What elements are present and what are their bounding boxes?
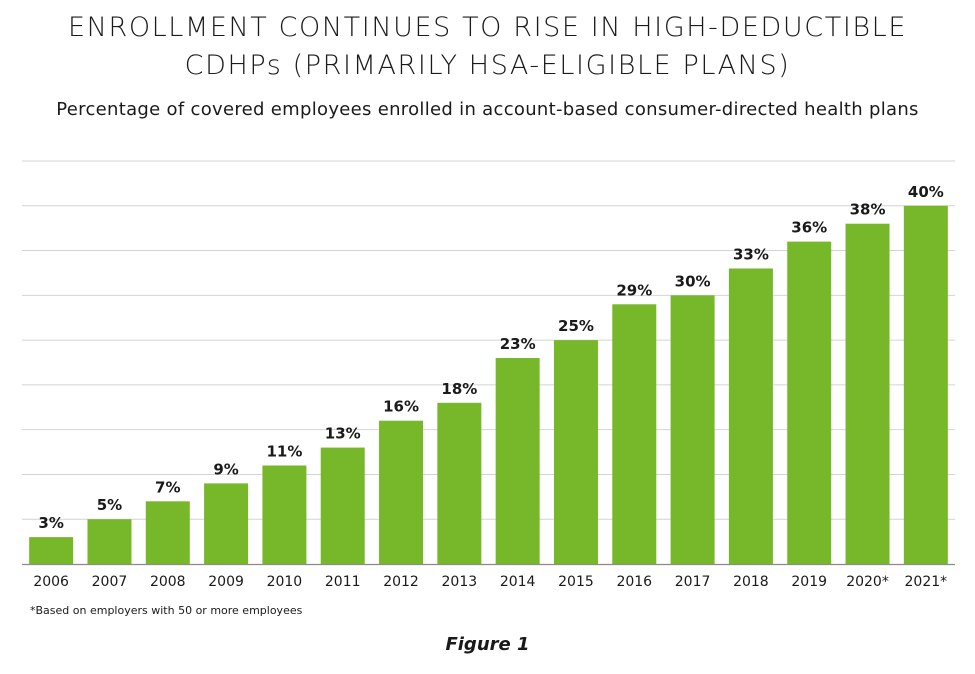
bar-2009: [204, 483, 249, 564]
bar-2019: [787, 241, 832, 564]
data-label-2016: 29%: [616, 281, 652, 299]
data-label-2020: 38%: [850, 201, 886, 219]
x-tick-label-2006: 2006: [33, 574, 69, 590]
x-tick-label-2016: 2016: [616, 574, 652, 590]
data-label-2013: 18%: [441, 380, 477, 398]
x-tick-label-2014: 2014: [500, 574, 536, 590]
bar-2011: [320, 447, 365, 564]
x-tick-label-2015: 2015: [558, 574, 594, 590]
bar-2007: [87, 519, 132, 564]
x-tick-label-2019: 2019: [791, 574, 827, 590]
data-label-2011: 13%: [325, 425, 361, 443]
bar-2020: [845, 223, 890, 564]
bar-2008: [145, 501, 190, 564]
bar-2010: [262, 465, 307, 564]
data-label-2017: 30%: [675, 272, 711, 290]
chart-title-line-1: ENROLLMENT CONTINUES TO RISE IN HIGH-DED…: [68, 12, 907, 43]
figure-caption: Figure 1: [445, 634, 530, 655]
data-label-2006: 3%: [38, 514, 63, 532]
data-label-2010: 11%: [266, 442, 302, 460]
bar-2013: [437, 402, 482, 564]
data-label-2007: 5%: [97, 496, 122, 514]
bar-2021: [903, 205, 948, 564]
bars: [29, 205, 948, 564]
bar-2006: [29, 537, 74, 564]
data-label-2008: 7%: [155, 478, 180, 496]
data-label-2019: 36%: [791, 219, 827, 237]
data-label-2018: 33%: [733, 245, 769, 263]
bar-2016: [612, 304, 657, 564]
bar-2014: [495, 358, 540, 564]
bar-2017: [670, 295, 715, 564]
x-tick-label-2012: 2012: [383, 574, 419, 590]
bar-2018: [728, 268, 773, 564]
x-tick-label-2017: 2017: [675, 574, 711, 590]
x-tick-label-2009: 2009: [208, 574, 244, 590]
data-label-2014: 23%: [500, 335, 536, 353]
x-tick-label-2011: 2011: [325, 574, 361, 590]
x-tick-label-2018: 2018: [733, 574, 769, 590]
x-tick-label-2020: 2020*: [846, 574, 889, 590]
data-label-2009: 9%: [213, 460, 238, 478]
x-tick-label-2007: 2007: [92, 574, 128, 590]
x-tick-labels: 2006 2007 2008 2009 2010 2011 2012 2013 2014 2015…: [33, 574, 947, 590]
footnote: *Based on employers with 50 or more empl…: [30, 604, 303, 617]
data-labels: 3% 5% 7% 9% 11% 13% 16% 18% 23% 25% 29% 30% 33% 36% 38…: [38, 183, 943, 532]
data-label-2012: 16%: [383, 398, 419, 416]
x-tick-label-2021: 2021*: [905, 574, 948, 590]
chart-title-line-2: CDHPs (PRIMARILY HSA-ELIGIBLE PLANS): [184, 50, 791, 81]
x-tick-label-2010: 2010: [267, 574, 303, 590]
data-label-2021: 40%: [908, 183, 944, 201]
bar-chart: 3% 5% 7% 9% 11% 13% 16% 18% 23% 25% 29% 30% 33% 36% 38…: [22, 160, 955, 590]
x-tick-label-2008: 2008: [150, 574, 186, 590]
data-label-2015: 25%: [558, 317, 594, 335]
bar-2015: [553, 340, 598, 564]
bar-2012: [379, 420, 424, 564]
chart-subtitle: Percentage of covered employees enrolled…: [56, 99, 919, 120]
x-tick-label-2013: 2013: [442, 574, 478, 590]
